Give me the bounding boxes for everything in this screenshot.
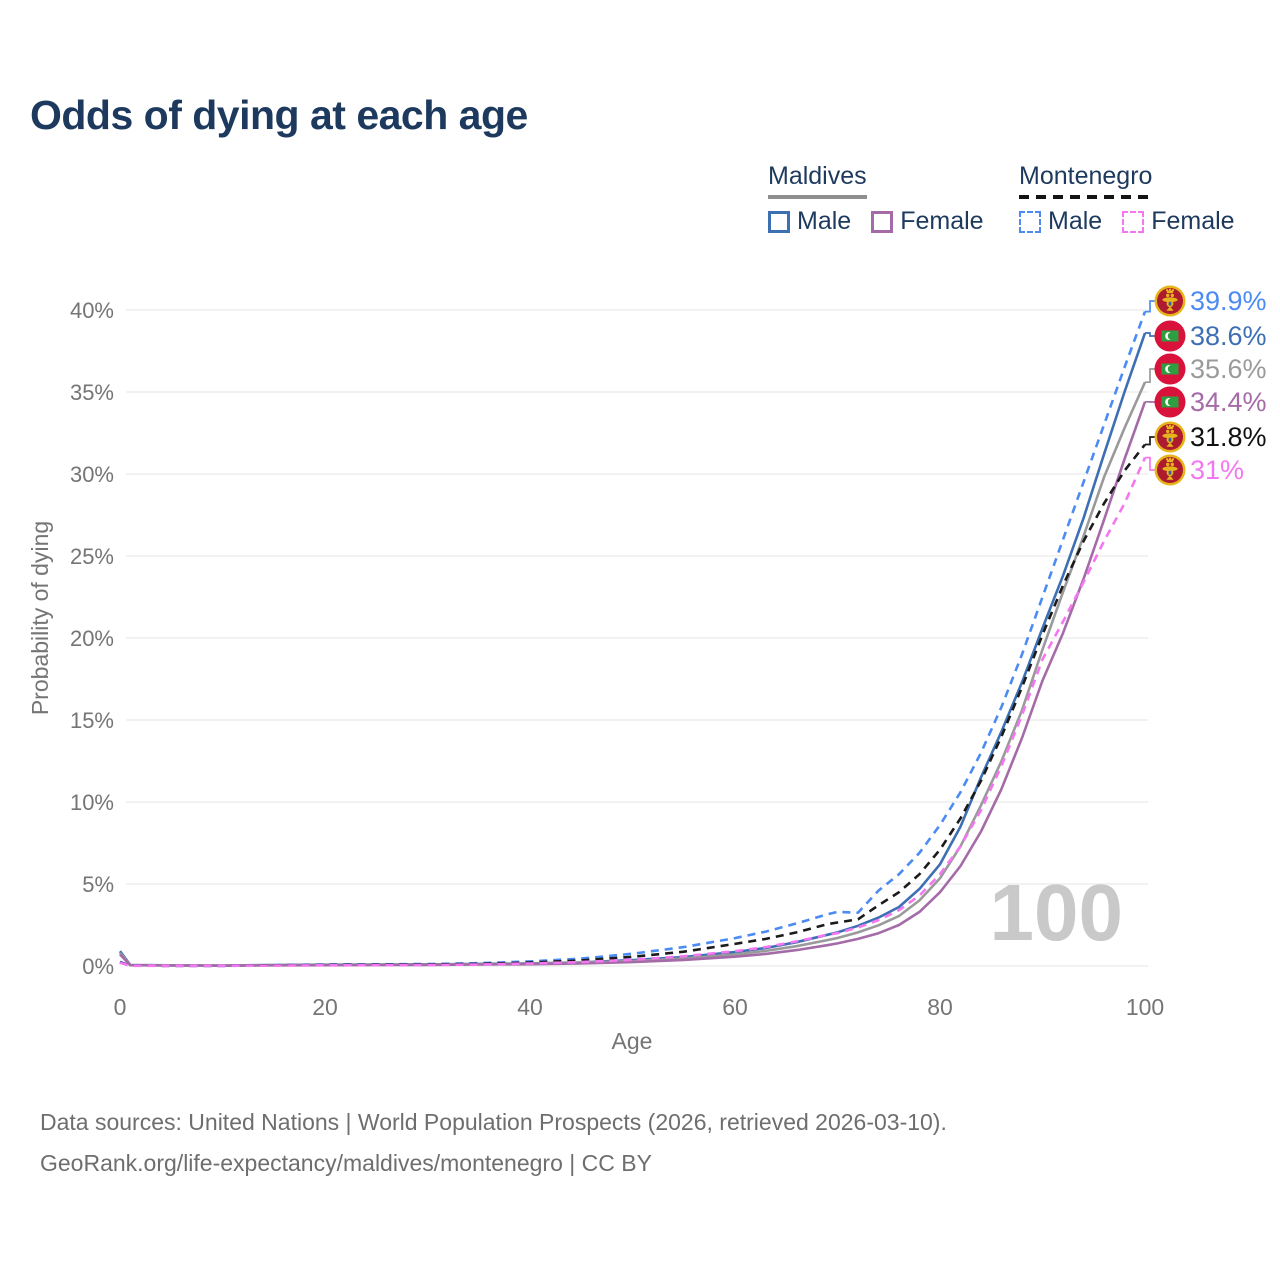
x-axis-title: Age bbox=[612, 1028, 653, 1054]
end-label-connector bbox=[1145, 332, 1155, 337]
y-tick-label: 10% bbox=[70, 790, 114, 815]
montenegro-flag-eagle-head bbox=[1170, 462, 1174, 467]
legend-item-label: Male bbox=[1048, 207, 1103, 235]
montenegro-female-swatch-icon bbox=[1122, 210, 1145, 233]
y-tick-label: 30% bbox=[70, 462, 114, 487]
flag-icon-maldives bbox=[1154, 353, 1186, 385]
y-tick-label: 5% bbox=[82, 872, 114, 897]
maldives-flag-crescent-cut bbox=[1167, 398, 1176, 406]
y-tick-label: 20% bbox=[70, 626, 114, 651]
flag-icon-montenegro bbox=[1154, 421, 1186, 453]
maldives-flag-crescent-cut bbox=[1167, 365, 1176, 373]
montenegro-flag-crown-dot bbox=[1165, 289, 1169, 292]
legend-group-maldives: Maldives Male Female bbox=[768, 162, 984, 236]
montenegro-flag-eagle-tail bbox=[1166, 475, 1174, 480]
legend-item-maldives-female[interactable]: Female bbox=[871, 207, 984, 236]
montenegro-flag-shield bbox=[1167, 437, 1173, 443]
end-value-label-maldives-male: 38.6% bbox=[1190, 321, 1267, 351]
montenegro-flag-eagle-head bbox=[1166, 462, 1170, 467]
legend-country-montenegro[interactable]: Montenegro bbox=[1019, 162, 1153, 199]
flag-icon-maldives bbox=[1154, 386, 1186, 418]
y-tick-label: 35% bbox=[70, 380, 114, 405]
montenegro-flag-eagle-head bbox=[1166, 293, 1170, 298]
montenegro-flag-eagle-wings bbox=[1162, 466, 1178, 472]
montenegro-flag-crown-dot bbox=[1168, 457, 1172, 460]
montenegro-flag-eagle-head bbox=[1170, 429, 1174, 434]
y-tick-label: 25% bbox=[70, 544, 114, 569]
montenegro-flag-shield bbox=[1167, 301, 1173, 307]
y-tick-label: 0% bbox=[82, 954, 114, 979]
montenegro-flag-crown-dot bbox=[1171, 458, 1175, 461]
y-axis-title: Probability of dying bbox=[27, 521, 53, 715]
end-value-label-montenegro-both: 31.8% bbox=[1190, 422, 1267, 452]
montenegro-line-style-swatch bbox=[1019, 195, 1153, 199]
end-value-label-montenegro-male: 39.9% bbox=[1190, 286, 1267, 316]
footer-data-sources: Data sources: United Nations | World Pop… bbox=[40, 1109, 947, 1135]
end-value-label-maldives-both: 35.6% bbox=[1190, 354, 1267, 384]
end-label-connector bbox=[1145, 368, 1155, 384]
x-tick-label: 0 bbox=[114, 994, 127, 1020]
series-line-montenegro-both bbox=[119, 443, 1147, 968]
legend-item-montenegro-female[interactable]: Female bbox=[1122, 207, 1235, 236]
montenegro-flag-eagle-head bbox=[1170, 293, 1174, 298]
montenegro-male-swatch-icon bbox=[1019, 210, 1041, 233]
legend-item-maldives-male[interactable]: Male bbox=[768, 207, 851, 236]
montenegro-flag-crown-dot bbox=[1171, 289, 1175, 292]
end-value-label-montenegro-female: 31% bbox=[1190, 455, 1244, 485]
legend-country-label: Montenegro bbox=[1019, 162, 1153, 190]
x-tick-label: 80 bbox=[927, 994, 953, 1020]
legend-group-montenegro: Montenegro Male Female bbox=[1019, 162, 1235, 236]
montenegro-flag-eagle-wings bbox=[1162, 297, 1178, 303]
legend-item-label: Female bbox=[1151, 207, 1235, 235]
montenegro-flag-crown bbox=[1166, 426, 1174, 430]
montenegro-flag-crown-dot bbox=[1165, 425, 1169, 428]
flag-icon-montenegro bbox=[1154, 285, 1186, 317]
footer: Data sources: United Nations | World Pop… bbox=[40, 1102, 947, 1184]
x-tick-label: 40 bbox=[517, 994, 543, 1020]
x-tick-label: 60 bbox=[722, 994, 748, 1020]
end-value-label-maldives-female: 34.4% bbox=[1190, 387, 1267, 417]
end-label-connector bbox=[1145, 300, 1155, 313]
x-tick-label: 20 bbox=[312, 994, 338, 1020]
legend-item-label: Male bbox=[797, 207, 852, 235]
flag-icon-maldives bbox=[1154, 320, 1186, 352]
footer-attribution-link[interactable]: GeoRank.org/life-expectancy/maldives/mon… bbox=[40, 1150, 652, 1176]
montenegro-flag-shield bbox=[1167, 470, 1173, 476]
montenegro-flag-eagle-tail bbox=[1166, 442, 1174, 447]
legend-country-maldives[interactable]: Maldives bbox=[768, 162, 867, 199]
montenegro-flag-crown-dot bbox=[1168, 288, 1172, 291]
series-line-montenegro-male bbox=[119, 311, 1147, 968]
end-label-connector bbox=[1145, 436, 1155, 446]
end-label-connector bbox=[1145, 456, 1155, 471]
montenegro-flag-eagle-tail bbox=[1166, 306, 1174, 311]
maldives-line-style-swatch bbox=[768, 195, 867, 199]
y-tick-label: 15% bbox=[70, 708, 114, 733]
watermark-age-label: 100 bbox=[990, 868, 1123, 957]
montenegro-flag-crown-dot bbox=[1168, 424, 1172, 427]
maldives-male-swatch-icon bbox=[768, 210, 790, 233]
flag-icon-montenegro bbox=[1154, 454, 1186, 486]
series-line-maldives-female bbox=[119, 401, 1147, 967]
page-title: Odds of dying at each age bbox=[30, 92, 528, 138]
x-tick-label: 100 bbox=[1126, 994, 1164, 1020]
montenegro-flag-eagle-wings bbox=[1162, 433, 1178, 439]
legend-item-montenegro-male[interactable]: Male bbox=[1019, 207, 1102, 236]
montenegro-flag-crown-dot bbox=[1165, 458, 1169, 461]
legend-item-label: Female bbox=[900, 207, 984, 235]
legend-country-label: Maldives bbox=[768, 162, 867, 190]
montenegro-flag-crown bbox=[1166, 290, 1174, 294]
maldives-female-swatch-icon bbox=[871, 210, 894, 233]
montenegro-flag-crown-dot bbox=[1171, 425, 1175, 428]
montenegro-flag-crown bbox=[1166, 459, 1174, 463]
maldives-flag-crescent-cut bbox=[1167, 332, 1176, 340]
y-tick-label: 40% bbox=[70, 298, 114, 323]
montenegro-flag-eagle-head bbox=[1166, 429, 1170, 434]
